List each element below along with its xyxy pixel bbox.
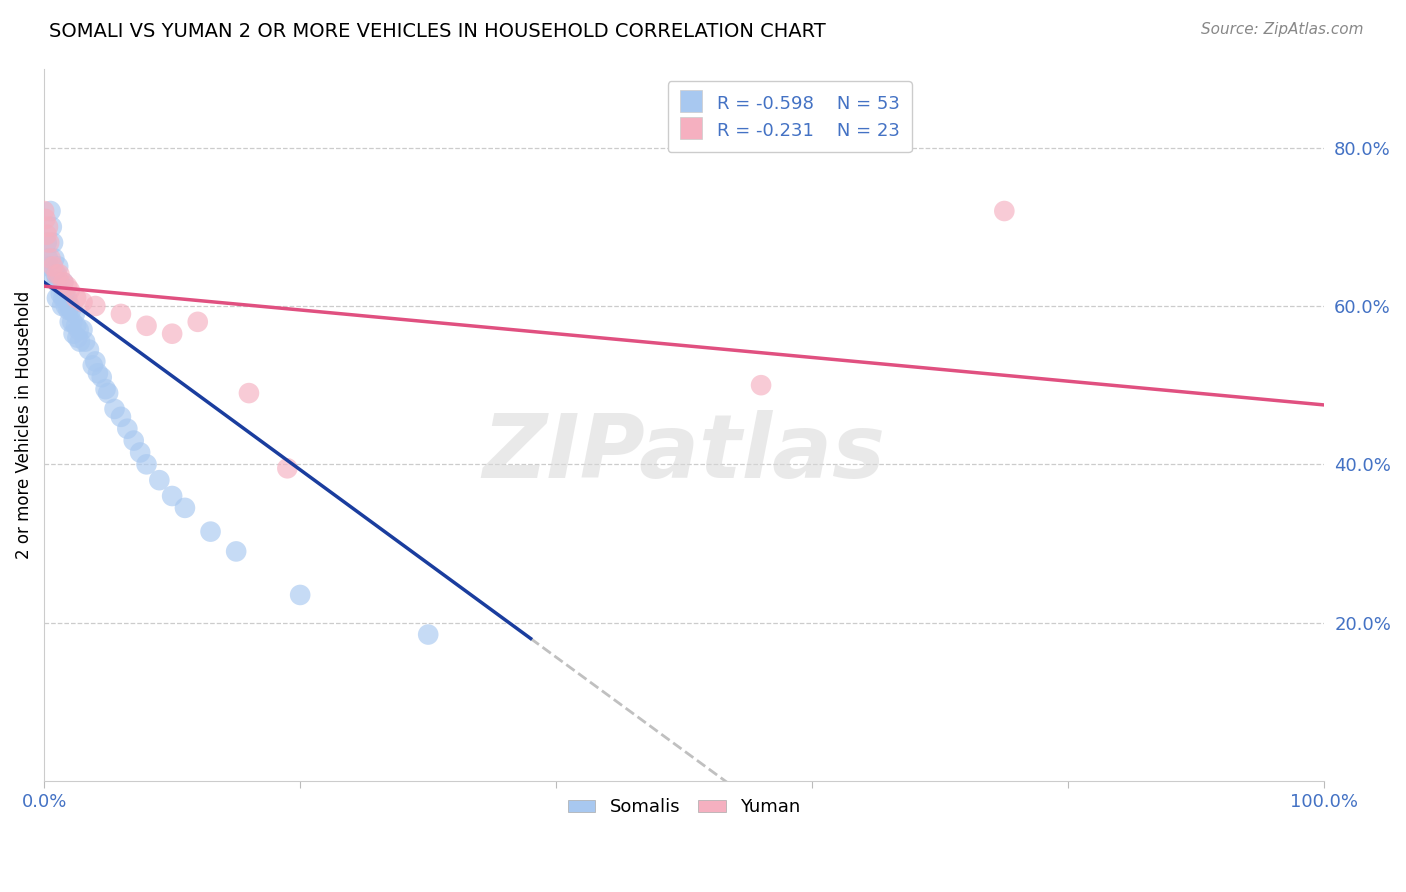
Point [65,318,87,333]
Point [160,489,183,503]
Point [45,291,67,305]
Point [42,260,65,274]
Point [94,382,117,396]
Point [87,366,110,380]
Text: SOMALI VS YUMAN 2 OR MORE VEHICLES IN HOUSEHOLD CORRELATION CHART: SOMALI VS YUMAN 2 OR MORE VEHICLES IN HO… [49,22,825,41]
Point [44,252,66,266]
Point [37,219,59,234]
Point [49,287,72,301]
Point [69,334,91,349]
Point [84,299,107,313]
Point [65,291,87,305]
Point [52,291,75,305]
Point [66,331,89,345]
Y-axis label: 2 or more Vehicles in Household: 2 or more Vehicles in Household [15,291,32,559]
Point [51,299,73,313]
Point [32,204,55,219]
Point [59,302,82,317]
Point [129,445,152,459]
Point [418,627,440,641]
Point [749,378,772,392]
Point [63,307,86,321]
Point [39,204,62,219]
Point [135,318,157,333]
Point [67,323,90,337]
Point [238,386,260,401]
Point [993,204,1015,219]
Point [45,275,67,289]
Point [72,295,94,310]
Point [59,315,82,329]
Point [39,252,62,266]
Point [174,500,197,515]
Point [122,434,145,448]
Point [32,268,55,282]
Point [59,299,82,313]
Point [35,235,58,250]
Point [110,409,132,424]
Legend: Somalis, Yuman: Somalis, Yuman [560,789,810,825]
Point [148,473,170,487]
Point [288,588,311,602]
Point [59,283,82,297]
Point [187,315,209,329]
Point [37,252,59,266]
Point [46,260,69,274]
Point [103,401,125,416]
Point [60,315,83,329]
Text: ZIPatlas: ZIPatlas [482,409,886,497]
Point [52,275,75,289]
Point [38,260,60,274]
Point [34,211,56,226]
Point [110,307,132,321]
Point [82,359,104,373]
Point [42,235,65,250]
Point [77,343,100,357]
Point [45,268,67,282]
Point [48,268,70,282]
Point [38,235,60,250]
Point [97,386,120,401]
Point [56,291,79,305]
Point [75,334,97,349]
Point [225,544,247,558]
Point [56,279,79,293]
Point [41,219,63,234]
Point [62,326,84,341]
Point [117,422,139,436]
Text: Source: ZipAtlas.com: Source: ZipAtlas.com [1201,22,1364,37]
Point [90,370,112,384]
Point [55,299,77,313]
Point [72,323,94,337]
Point [276,461,298,475]
Point [52,275,75,289]
Point [45,268,67,282]
Point [58,302,80,317]
Point [48,275,70,289]
Point [84,354,107,368]
Point [35,227,58,242]
Point [160,326,183,341]
Point [200,524,222,539]
Point [53,287,76,301]
Point [135,458,157,472]
